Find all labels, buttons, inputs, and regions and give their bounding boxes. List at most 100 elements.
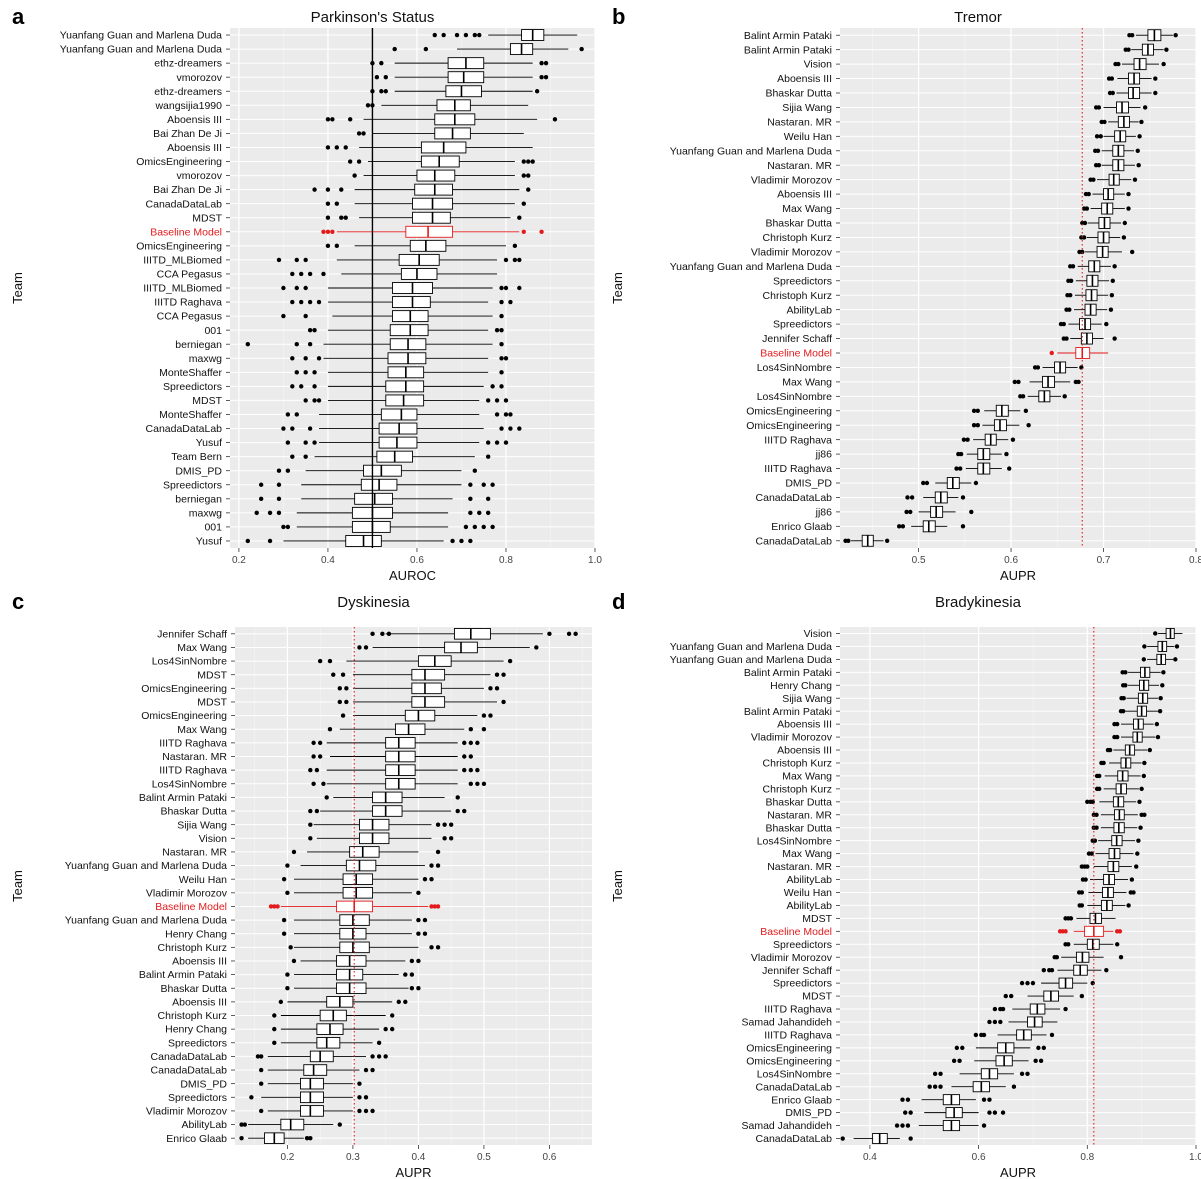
outlier-point <box>276 468 282 473</box>
outlier-point <box>517 215 522 220</box>
team-box <box>356 127 524 140</box>
team-box <box>259 1064 375 1076</box>
outlier-point <box>1030 980 1036 986</box>
outlier-point <box>960 1045 965 1051</box>
outlier-point <box>259 1067 264 1073</box>
outlier-point <box>380 631 385 637</box>
outlier-point <box>285 412 291 417</box>
team-box <box>1127 29 1178 42</box>
team-label: IIITD Raghava <box>764 463 832 475</box>
iqr-box <box>303 1064 328 1076</box>
team-box <box>1085 796 1142 808</box>
outlier-point <box>539 229 544 234</box>
outlier-point <box>363 1108 369 1114</box>
outlier-point <box>1079 993 1085 999</box>
outlier-point <box>285 986 290 991</box>
outlier-point <box>508 426 513 431</box>
outlier-point <box>477 510 482 516</box>
team-box <box>325 197 526 210</box>
outlier-point <box>924 480 930 486</box>
team-box <box>1120 679 1165 691</box>
outlier-point <box>311 754 316 759</box>
outlier-point <box>1064 336 1069 341</box>
outlier-point <box>383 1054 388 1059</box>
outlier-point <box>1142 760 1147 766</box>
team-box <box>843 534 890 547</box>
outlier-point <box>1089 851 1094 856</box>
outlier-point <box>294 285 299 291</box>
outlier-point <box>1123 683 1128 688</box>
outlier-point <box>494 412 500 417</box>
x-tick-label: 0.7 <box>1097 555 1111 566</box>
outlier-point <box>1142 644 1147 649</box>
outlier-point <box>403 972 408 977</box>
team-box <box>285 982 421 995</box>
team-label: Max Wang <box>782 771 832 783</box>
outlier-point <box>960 524 966 529</box>
team-box <box>312 183 531 196</box>
outlier-point <box>1109 293 1115 298</box>
outlier-point <box>494 440 500 445</box>
outlier-point <box>429 904 434 909</box>
outlier-point <box>1098 134 1103 139</box>
outlier-point <box>314 808 320 814</box>
iqr-box <box>385 764 416 776</box>
outlier-point <box>1116 61 1121 67</box>
outlier-point <box>1108 307 1114 312</box>
outlier-point <box>363 1095 369 1100</box>
outlier-point <box>1000 1110 1006 1115</box>
panel-letter: b <box>612 4 625 29</box>
team-label: MDST <box>802 913 832 925</box>
outlier-point <box>1036 1045 1041 1051</box>
x-tick-label: 0.4 <box>863 1152 877 1163</box>
outlier-point <box>534 89 540 94</box>
team-label: Baseline Model <box>760 348 832 360</box>
outlier-point <box>1112 264 1117 269</box>
team-box <box>324 791 460 804</box>
outlier-point <box>1068 278 1074 283</box>
outlier-point <box>1076 379 1081 385</box>
outlier-point <box>316 356 322 361</box>
outlier-point <box>960 495 966 500</box>
outlier-point <box>1066 942 1071 947</box>
outlier-point <box>1114 721 1120 727</box>
chart-panel-a: a Parkinson's Status 0.2 0.4 0.6 0.8 1.0 Yuanfa… <box>10 4 602 583</box>
outlier-point <box>299 384 304 389</box>
team-box <box>973 1029 1055 1041</box>
outlier-point <box>363 645 369 650</box>
x-tick-label: 0.5 <box>912 555 926 566</box>
outlier-point <box>312 327 317 333</box>
team-box <box>331 668 506 681</box>
team-label: CCA Pegasus <box>157 311 222 323</box>
outlier-point <box>396 999 401 1005</box>
outlier-point <box>884 538 890 543</box>
team-label: Christoph Kurz <box>158 1010 227 1022</box>
outlier-point <box>339 215 344 220</box>
team-label: Vision <box>199 833 228 845</box>
outlier-point <box>278 999 284 1005</box>
team-label: Bai Zhan De Ji <box>153 184 222 196</box>
team-label: IIITD Raghava <box>154 297 222 309</box>
team-label: Nastaran. MR <box>767 861 832 873</box>
outlier-point <box>468 767 474 773</box>
outlier-point <box>503 398 509 403</box>
outlier-point <box>337 699 343 705</box>
outlier-point <box>547 631 552 637</box>
team-box <box>290 352 509 365</box>
outlier-point <box>370 631 375 637</box>
outlier-point <box>1049 967 1055 973</box>
team-box <box>1153 627 1183 639</box>
team-label: berniegan <box>175 339 222 351</box>
team-box <box>1119 692 1163 704</box>
team-label: Sijia Wang <box>177 819 227 831</box>
team-box <box>1106 72 1158 85</box>
outlier-point <box>363 1067 369 1073</box>
team-box <box>285 968 415 981</box>
outlier-point <box>499 285 504 291</box>
outlier-point <box>1153 90 1158 96</box>
outlier-point <box>462 740 467 746</box>
iqr-box <box>336 982 367 995</box>
team-box <box>392 43 584 56</box>
outlier-point <box>468 727 474 732</box>
team-label: Christoph Kurz <box>763 232 832 244</box>
